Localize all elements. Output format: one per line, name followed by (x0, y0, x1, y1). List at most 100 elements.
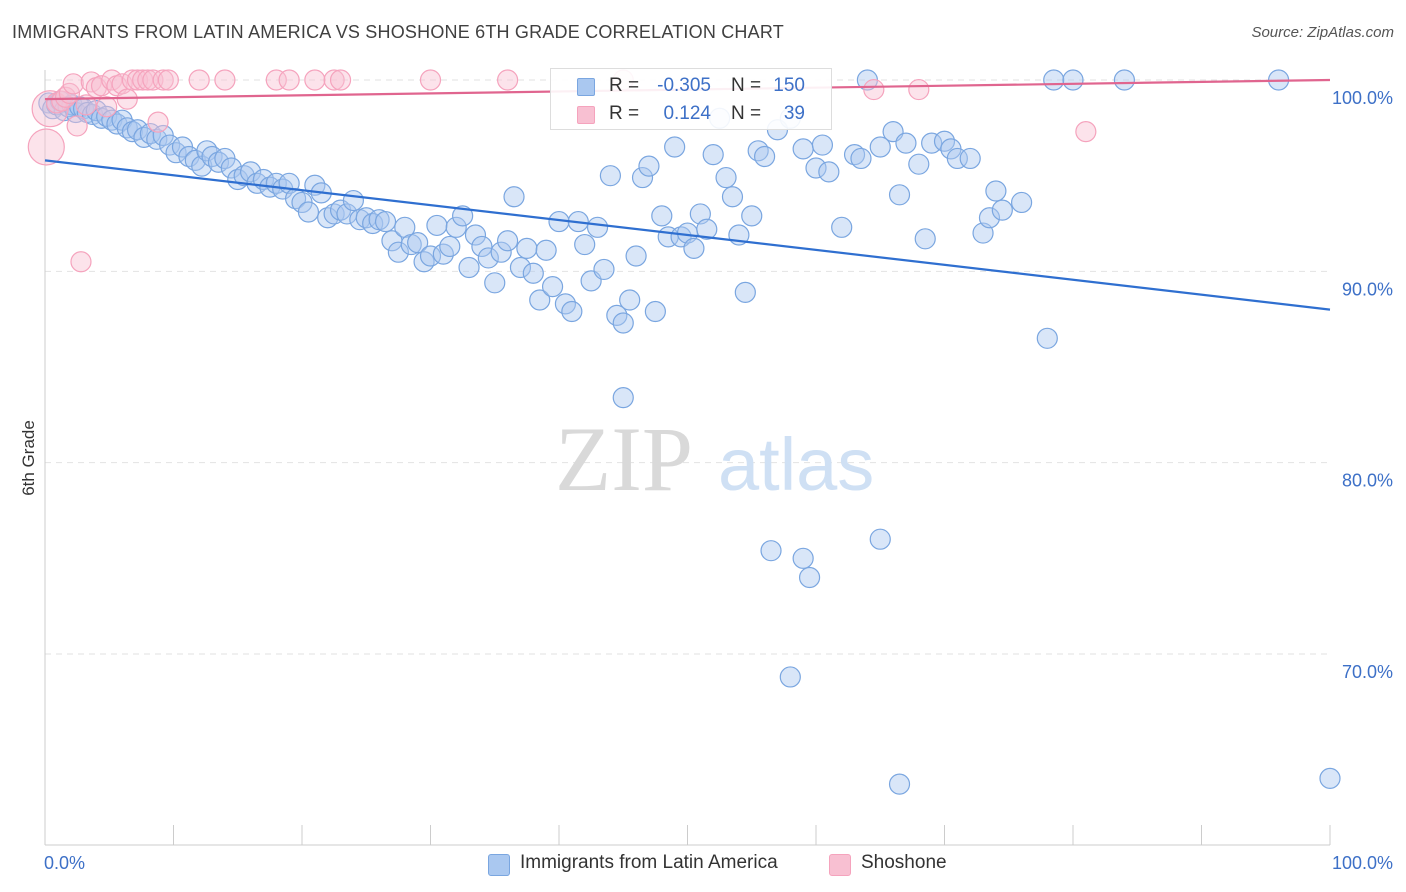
data-point (625, 245, 647, 267)
data-point (908, 153, 930, 175)
data-point (1113, 69, 1136, 91)
data-point (522, 262, 544, 284)
data-point (445, 216, 467, 238)
source-label: Source: ZipAtlas.com (1251, 24, 1394, 41)
data-point (734, 281, 756, 303)
data-point (792, 138, 814, 160)
legend-n-label: N = (731, 103, 762, 124)
legend-r-label: R = (609, 75, 640, 96)
watermark-atlas: atlas (718, 423, 874, 506)
data-point (165, 142, 187, 164)
data-point (278, 69, 300, 91)
data-point (426, 214, 448, 237)
data-point (805, 157, 827, 179)
y-tick-labels: 70.0% 80.0% 90.0% 100.0% (1332, 88, 1393, 682)
data-point (991, 199, 1013, 221)
data-point (188, 69, 210, 91)
data-point (574, 233, 596, 256)
data-point (323, 203, 345, 225)
y-tick-label: 90.0% (1342, 279, 1393, 299)
data-point (387, 241, 409, 263)
data-point (214, 69, 236, 91)
data-point (297, 201, 320, 223)
data-point (619, 289, 641, 311)
trend-line (44, 159, 1331, 311)
data-point (644, 300, 666, 323)
data-point (51, 90, 73, 112)
data-point (1319, 767, 1341, 789)
data-point (116, 88, 138, 110)
data-point (503, 186, 525, 208)
data-point (1062, 69, 1084, 91)
data-point (90, 75, 113, 97)
data-point (329, 69, 352, 91)
data-point (304, 69, 326, 91)
data-point (529, 289, 551, 311)
correlation-legend: R = -0.305 N = 150 R = 0.124 N = 39 (550, 68, 832, 130)
grid-lines (45, 79, 1330, 655)
data-point (407, 232, 429, 254)
x-ticks (44, 825, 1331, 845)
data-point (497, 69, 519, 91)
data-point (464, 224, 487, 246)
data-point (908, 78, 930, 101)
data-point (516, 237, 538, 259)
data-point (888, 773, 911, 795)
series-latin-america-points (38, 69, 1341, 795)
data-point (985, 180, 1007, 202)
data-point (152, 69, 174, 91)
data-point (586, 216, 609, 238)
data-point (419, 69, 442, 91)
chart-title: IMMIGRANTS FROM LATIN AMERICA VS SHOSHON… (12, 22, 784, 42)
legend-r-label: R = (609, 103, 640, 124)
data-point (342, 189, 364, 212)
data-point (831, 216, 853, 238)
x-tick-label-min: 0.0% (44, 853, 85, 873)
data-point (978, 207, 1001, 229)
data-point (792, 547, 814, 569)
data-point (535, 239, 557, 261)
data-point (664, 136, 686, 158)
data-point (612, 387, 634, 409)
data-point (452, 205, 474, 227)
data-point (599, 165, 622, 187)
data-point (863, 78, 885, 101)
data-point (760, 540, 782, 562)
data-point (895, 132, 917, 154)
data-point (374, 210, 397, 233)
data-point (1043, 69, 1065, 91)
data-point (207, 151, 230, 173)
data-point (638, 155, 660, 177)
watermark-zip: ZIP (555, 408, 693, 510)
bottom-legend-swatch-blue (488, 854, 510, 876)
data-point (54, 86, 77, 108)
data-point (541, 276, 564, 298)
data-point (818, 161, 840, 183)
data-point (702, 144, 724, 166)
bottom-legend-swatch-pink (829, 854, 851, 876)
data-point (146, 128, 168, 150)
legend-n-label: N = (731, 75, 762, 96)
bottom-legend-label: Immigrants from Latin America (520, 852, 778, 873)
data-point (471, 235, 493, 258)
data-point (490, 241, 512, 263)
data-point (27, 128, 65, 166)
data-point (747, 140, 769, 162)
y-tick-label: 100.0% (1332, 88, 1393, 108)
x-tick-label-max: 100.0% (1332, 853, 1393, 873)
data-point (96, 96, 118, 118)
data-point (914, 228, 936, 250)
watermark: ZIP atlas (555, 408, 874, 510)
data-point (1075, 121, 1097, 143)
data-point (721, 186, 744, 208)
legend-swatch-blue (577, 78, 595, 96)
data-point (779, 666, 801, 688)
data-point (741, 205, 763, 227)
data-point (66, 115, 88, 137)
data-point (484, 272, 506, 294)
data-point (811, 134, 834, 156)
data-point (753, 145, 776, 168)
data-point (869, 528, 891, 550)
data-point (888, 184, 911, 206)
